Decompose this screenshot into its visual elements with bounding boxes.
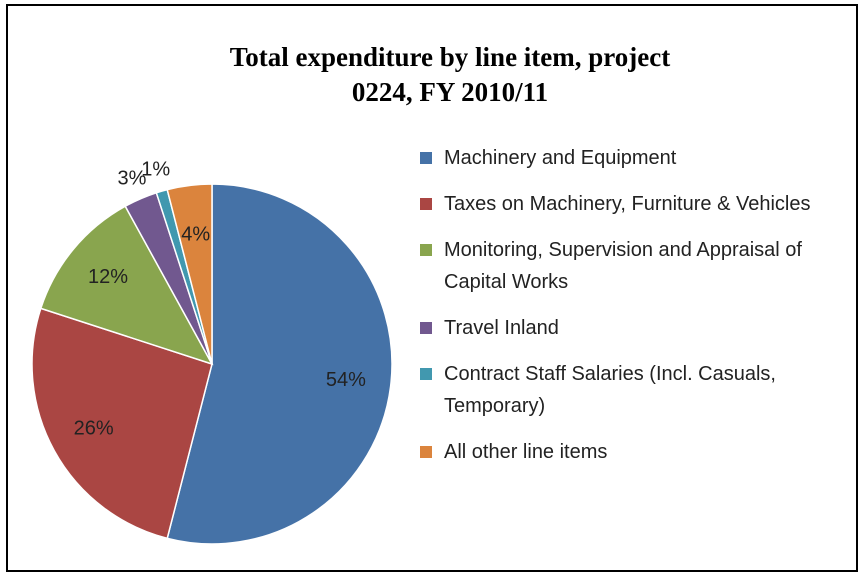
- legend-swatch: [420, 446, 432, 458]
- legend-swatch: [420, 368, 432, 380]
- pie-slice: [166, 183, 393, 545]
- legend-swatch: [420, 152, 432, 164]
- data-label: 4%: [181, 224, 210, 246]
- legend-item: All other line items: [420, 436, 830, 468]
- legend-label: Taxes on Machinery, Furniture & Vehicles: [444, 193, 811, 215]
- legend-item: Travel Inland: [420, 312, 830, 344]
- legend-swatch: [420, 198, 432, 210]
- legend-label: Contract Staff Salaries (Incl. Casuals, …: [444, 363, 776, 417]
- legend: Machinery and Equipment Taxes on Machiner…: [420, 142, 830, 468]
- legend-item: Taxes on Machinery, Furniture & Vehicles: [420, 188, 830, 220]
- legend-item: Monitoring, Supervision and Appraisal of…: [420, 234, 830, 298]
- legend-swatch: [420, 244, 432, 256]
- chart-title: Total expenditure by line item, project …: [229, 42, 671, 107]
- pie-slice: [166, 183, 213, 365]
- data-label: 3%: [117, 167, 146, 189]
- data-label: 12%: [88, 266, 128, 288]
- legend-item: Contract Staff Salaries (Incl. Casuals, …: [420, 358, 830, 422]
- chart-frame: [6, 4, 858, 572]
- legend-label: All other line items: [444, 441, 608, 463]
- legend-label: Machinery and Equipment: [444, 147, 677, 169]
- legend-label: Monitoring, Supervision and Appraisal of…: [444, 239, 802, 293]
- data-label: 1%: [141, 159, 170, 181]
- data-label: 26%: [74, 417, 114, 439]
- pie-slice: [39, 205, 214, 366]
- legend-swatch: [420, 322, 432, 334]
- data-label: 54%: [326, 369, 366, 391]
- pie-slice: [31, 307, 213, 540]
- legend-label: Travel Inland: [444, 317, 559, 339]
- legend-item: Machinery and Equipment: [420, 142, 830, 174]
